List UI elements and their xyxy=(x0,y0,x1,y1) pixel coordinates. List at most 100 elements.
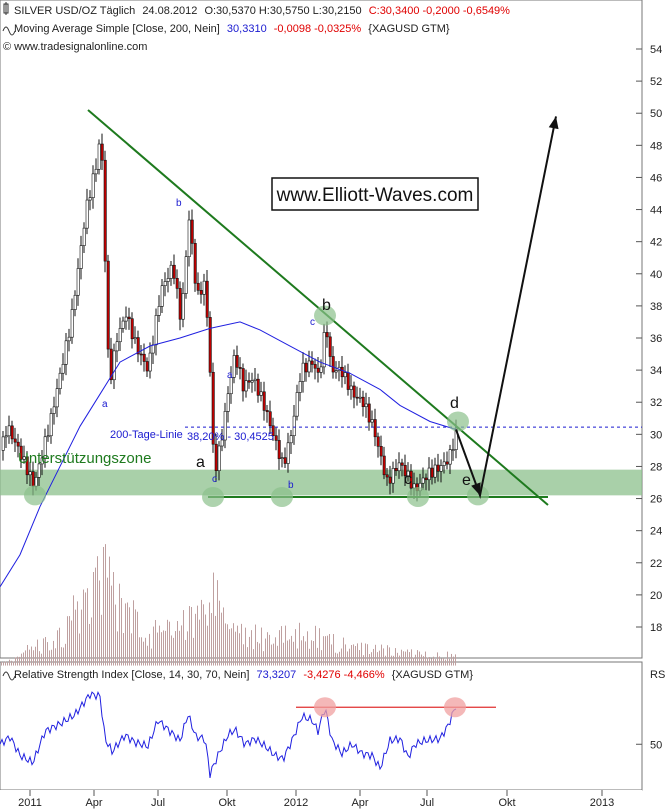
candle-body xyxy=(226,393,230,412)
wave-label-e-large: e xyxy=(462,472,471,489)
volume-bar xyxy=(249,636,250,666)
ma-change: -0,0098 -0,0325% xyxy=(274,23,362,35)
volume-bar xyxy=(407,649,408,666)
volume-bar xyxy=(305,641,306,666)
volume-bar xyxy=(427,657,428,666)
candle-body xyxy=(187,219,191,257)
volume-bar xyxy=(291,635,292,666)
arrowhead-down-icon xyxy=(471,482,481,496)
rsi-label: Relative Strength Index [Close, 14, 30, … xyxy=(14,669,249,681)
fib-label: 38,20% - 30,4525 xyxy=(187,431,274,443)
candle-body xyxy=(79,245,83,269)
volume-bar xyxy=(389,647,390,666)
volume-bar xyxy=(267,632,268,666)
volume-bar xyxy=(201,599,202,666)
candle-body xyxy=(265,410,269,413)
volume-bar xyxy=(287,640,288,666)
volume-bar xyxy=(359,650,360,666)
wave-markers xyxy=(24,305,489,507)
candle-body xyxy=(376,436,380,447)
y-tick-label: 34 xyxy=(650,365,662,377)
volume-bar xyxy=(99,580,100,666)
volume-bar xyxy=(145,637,146,666)
volume-bar xyxy=(153,626,154,666)
y-tick-label: 28 xyxy=(650,461,662,473)
volume-bar xyxy=(13,661,14,666)
volume-bar xyxy=(255,624,256,666)
volume-bar xyxy=(235,631,236,666)
candle-body xyxy=(229,377,233,395)
candle-body xyxy=(10,425,14,440)
candle-body xyxy=(241,368,245,392)
volume-bar xyxy=(163,630,164,666)
volume-bar xyxy=(197,605,198,666)
candle-body xyxy=(310,360,314,365)
wave-marker xyxy=(24,485,46,506)
candle-body xyxy=(295,392,299,417)
volume-bar xyxy=(213,572,214,666)
wave-label-a-small: a xyxy=(102,399,108,410)
candle-body xyxy=(34,477,38,487)
volume-bar xyxy=(385,655,386,666)
candle-body xyxy=(178,288,182,320)
volume-bar xyxy=(423,656,424,666)
candle-body xyxy=(73,294,77,310)
candle-body xyxy=(283,457,287,464)
candle-body xyxy=(424,477,428,481)
candle-body xyxy=(334,370,338,373)
rsi-tick-label: 50 xyxy=(650,739,662,751)
candle-body xyxy=(1,436,5,451)
volume-bar xyxy=(37,639,38,666)
candle-body xyxy=(328,336,332,357)
candle-body xyxy=(436,464,440,472)
wave-label-d-large: d xyxy=(450,395,459,412)
volume-bar xyxy=(353,644,354,666)
volume-bar xyxy=(83,589,84,666)
volume-bar xyxy=(117,631,118,666)
volume-bar xyxy=(343,637,344,666)
wave-label-c-small-2: c xyxy=(310,317,315,328)
volume-bar xyxy=(5,661,6,666)
rsi-markers xyxy=(314,697,466,718)
volume-bar xyxy=(259,643,260,666)
candle-body xyxy=(166,278,170,282)
candle-body xyxy=(31,471,35,487)
volume-bar xyxy=(105,544,106,666)
volume-bar xyxy=(205,614,206,666)
candle-body xyxy=(91,173,95,198)
candle-body xyxy=(343,372,347,378)
volume-bar xyxy=(57,630,58,666)
volume-bar xyxy=(9,659,10,666)
candle-body xyxy=(430,467,434,478)
volume-bar xyxy=(67,616,68,666)
volume-bar xyxy=(237,625,238,666)
volume-bar xyxy=(59,627,60,666)
candle-body xyxy=(214,443,218,471)
volume-bar xyxy=(77,601,78,666)
candle-body xyxy=(268,411,272,427)
wave-label-b-small-2: b xyxy=(288,480,294,491)
volume-bar xyxy=(21,653,22,666)
copyright: © www.tradesignalonline.com xyxy=(3,41,147,53)
x-tick-label: Apr xyxy=(351,797,368,809)
volume-bar xyxy=(443,658,444,666)
volume-bar xyxy=(451,653,452,666)
candle-body xyxy=(70,309,74,338)
candle-body xyxy=(364,403,368,408)
candle-body xyxy=(49,413,53,437)
candle-body xyxy=(388,476,392,484)
volume-bar xyxy=(257,641,258,666)
y-tick-label: 48 xyxy=(650,140,662,152)
candle-body xyxy=(322,332,326,368)
candle-body xyxy=(352,385,356,398)
candle-body xyxy=(319,366,323,373)
candle-body xyxy=(211,371,215,445)
candle-body xyxy=(247,380,251,383)
volume-bar xyxy=(91,617,92,666)
watermark: www.Elliott-Waves.com xyxy=(276,185,474,206)
candle-body xyxy=(370,419,374,423)
candle-body xyxy=(25,456,29,476)
volume-bar xyxy=(53,640,54,666)
candle-body xyxy=(118,328,122,343)
volume-bar xyxy=(453,656,454,666)
